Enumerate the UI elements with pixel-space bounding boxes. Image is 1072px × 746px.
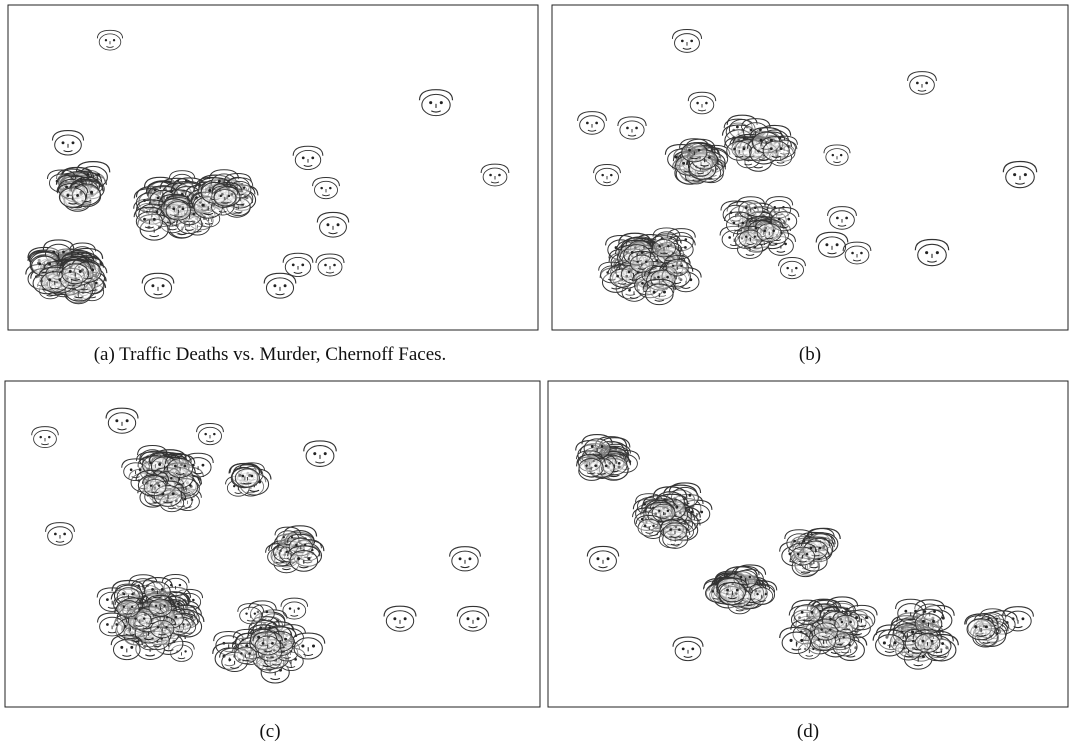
caption: (a) Traffic Deaths vs. Murder, Chernoff … — [94, 344, 447, 365]
caption: (c) — [259, 721, 280, 742]
caption: (d) — [797, 721, 819, 742]
caption: (b) — [799, 344, 821, 365]
